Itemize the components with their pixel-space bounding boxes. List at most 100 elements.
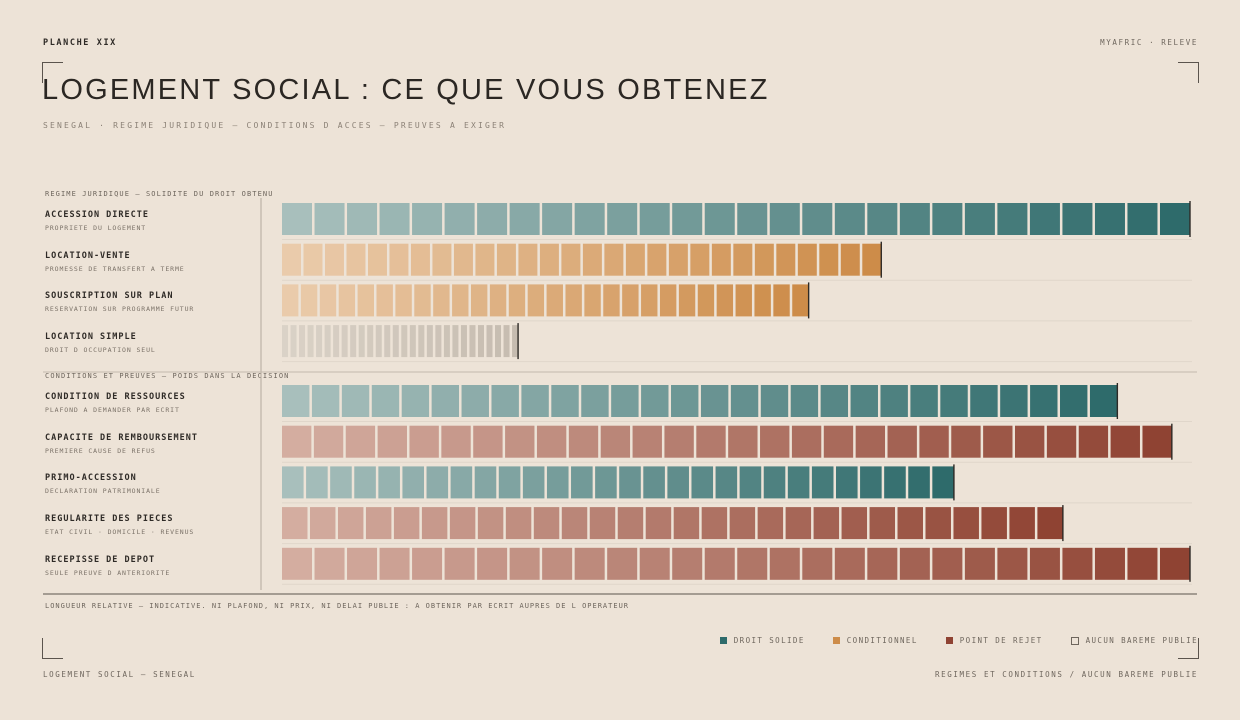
bar-segment: [357, 284, 374, 317]
bar-segment: [1062, 203, 1093, 235]
bar-segment: [401, 385, 430, 417]
bar-segment: [834, 203, 865, 235]
bar-segment: [491, 385, 519, 417]
legend-swatch-conditional: [832, 637, 840, 644]
bar-segment: [678, 284, 696, 317]
bar-segment: [704, 203, 735, 235]
bar-segment: [395, 284, 412, 317]
bar-segment: [522, 466, 545, 499]
bar-segment: [509, 203, 540, 235]
bar-segment: [964, 203, 995, 235]
bar-segment: [300, 284, 318, 317]
bar-segment: [282, 507, 308, 540]
bar-segment: [345, 425, 376, 458]
bar-segment: [932, 203, 963, 235]
bar-segment: [412, 547, 443, 580]
bar-segment: [840, 243, 860, 276]
row-label-name: CAPACITE DE REMBOURSEMENT: [45, 432, 198, 443]
footer-left: LOGEMENT SOCIAL — SENEGAL: [43, 670, 196, 679]
bar-segment: [1014, 425, 1045, 458]
bar-segment: [469, 325, 476, 358]
bar-segment: [970, 385, 998, 417]
row-label-sub: SEULE PREUVE D ANTERIORITE: [45, 568, 171, 577]
bar-segment: [282, 325, 289, 358]
bar-segment: [313, 425, 344, 458]
bar-segment: [672, 547, 703, 580]
legend: DROIT SOLIDE CONDITIONNEL POINT DE REJET…: [719, 636, 1198, 645]
legend-item-none: AUCUN BAREME PUBLIE: [1070, 636, 1198, 645]
bar-segment: [489, 284, 507, 317]
row-label-name: RECEPISSE DE DEPOT: [45, 554, 156, 565]
bar-segment: [735, 284, 752, 317]
bar-segment: [625, 243, 645, 276]
bar-segment: [475, 243, 495, 276]
bar-segment: [443, 325, 450, 358]
corner-mark-top-left: [42, 62, 63, 83]
bar-segment: [855, 425, 886, 458]
row-label: SOUSCRIPTION SUR PLAN RESERVATION SUR PRO…: [45, 291, 255, 313]
row-label-name: CONDITION DE RESSOURCES: [45, 392, 186, 402]
bar-segment: [880, 385, 908, 417]
bar-segment: [568, 425, 599, 458]
corner-mark-bottom-left: [42, 638, 63, 659]
bar-segment: [860, 466, 882, 499]
bar-segment: [1094, 203, 1125, 235]
bar-segment: [435, 325, 442, 358]
bar-segment: [757, 507, 784, 540]
bar-segment: [910, 385, 938, 417]
bar-segment: [813, 507, 840, 540]
bar-segment: [760, 385, 789, 417]
row-label: PRIMO-ACCESSION DECLARATION PATRIMONIALE: [45, 473, 255, 495]
row-label-name: SOUSCRIPTION SUR PLAN: [45, 291, 174, 302]
bar-segment: [319, 284, 337, 317]
row-label: LOCATION SIMPLE DROIT D OCCUPATION SEUL: [45, 332, 255, 354]
bar-segment: [1062, 547, 1093, 580]
row-label: RECEPISSE DE DEPOT SEULE PREUVE D ANTERIO…: [45, 555, 255, 577]
row-label-name: REGULARITE DES PIECES: [45, 514, 174, 525]
bar-segment: [461, 385, 489, 417]
bar-segment: [617, 507, 644, 540]
bar-segment: [690, 243, 710, 276]
plate-number: PLANCHE XIX: [43, 38, 117, 48]
section-label-conditions: CONDITIONS ET PREUVES — POIDS DANS LA DE…: [45, 372, 290, 380]
bar-segment: [409, 425, 439, 458]
bar-segment: [820, 385, 849, 417]
bar-segment: [834, 547, 865, 580]
bar-segment: [997, 203, 1028, 235]
bar-segment: [622, 284, 639, 317]
bar-segment: [376, 284, 393, 317]
bar-segment: [402, 466, 425, 499]
legend-item-reject: POINT DE REJET: [945, 636, 1043, 645]
row-label: LOCATION-VENTE PROMESSE DE TRANSFERT A TE…: [45, 251, 255, 273]
legend-label-conditional: CONDITIONNEL: [846, 636, 918, 645]
bar-segment: [299, 325, 306, 358]
bar-segment: [444, 203, 475, 235]
bar-segment: [410, 243, 430, 276]
bar-segment: [412, 203, 443, 235]
bar-segment: [1159, 547, 1190, 580]
bar-segment: [307, 325, 314, 358]
bar-segment: [452, 325, 459, 358]
bar-segment: [303, 243, 323, 276]
bar-segment: [997, 547, 1028, 580]
bar-segment: [574, 547, 605, 580]
page-title: LOGEMENT SOCIAL : CE QUE VOUS OBTENEZ: [42, 74, 770, 106]
bar-segment: [940, 385, 968, 417]
legend-item-conditional: CONDITIONNEL: [832, 636, 918, 645]
bar-segment: [282, 243, 301, 276]
row-label: ACCESSION DIRECTE PROPRIETE DU LOGEMENT: [45, 210, 255, 232]
bar-segment: [282, 466, 304, 499]
brand-label: MYAFRIC · RELEVE: [1100, 38, 1198, 47]
bar-segment: [785, 507, 812, 540]
bar-segment: [897, 507, 923, 540]
bar-segment: [533, 507, 560, 540]
bar-segment: [1159, 203, 1190, 235]
bar-segment: [730, 385, 759, 417]
bar-segment: [773, 284, 790, 317]
bar-segment: [324, 243, 344, 276]
section-label-regime: REGIME JURIDIQUE — SOLIDITE DU DROIT OBT…: [45, 190, 274, 198]
bar-segment: [643, 466, 665, 499]
bar-segment: [604, 243, 624, 276]
bar-segment: [311, 385, 340, 417]
